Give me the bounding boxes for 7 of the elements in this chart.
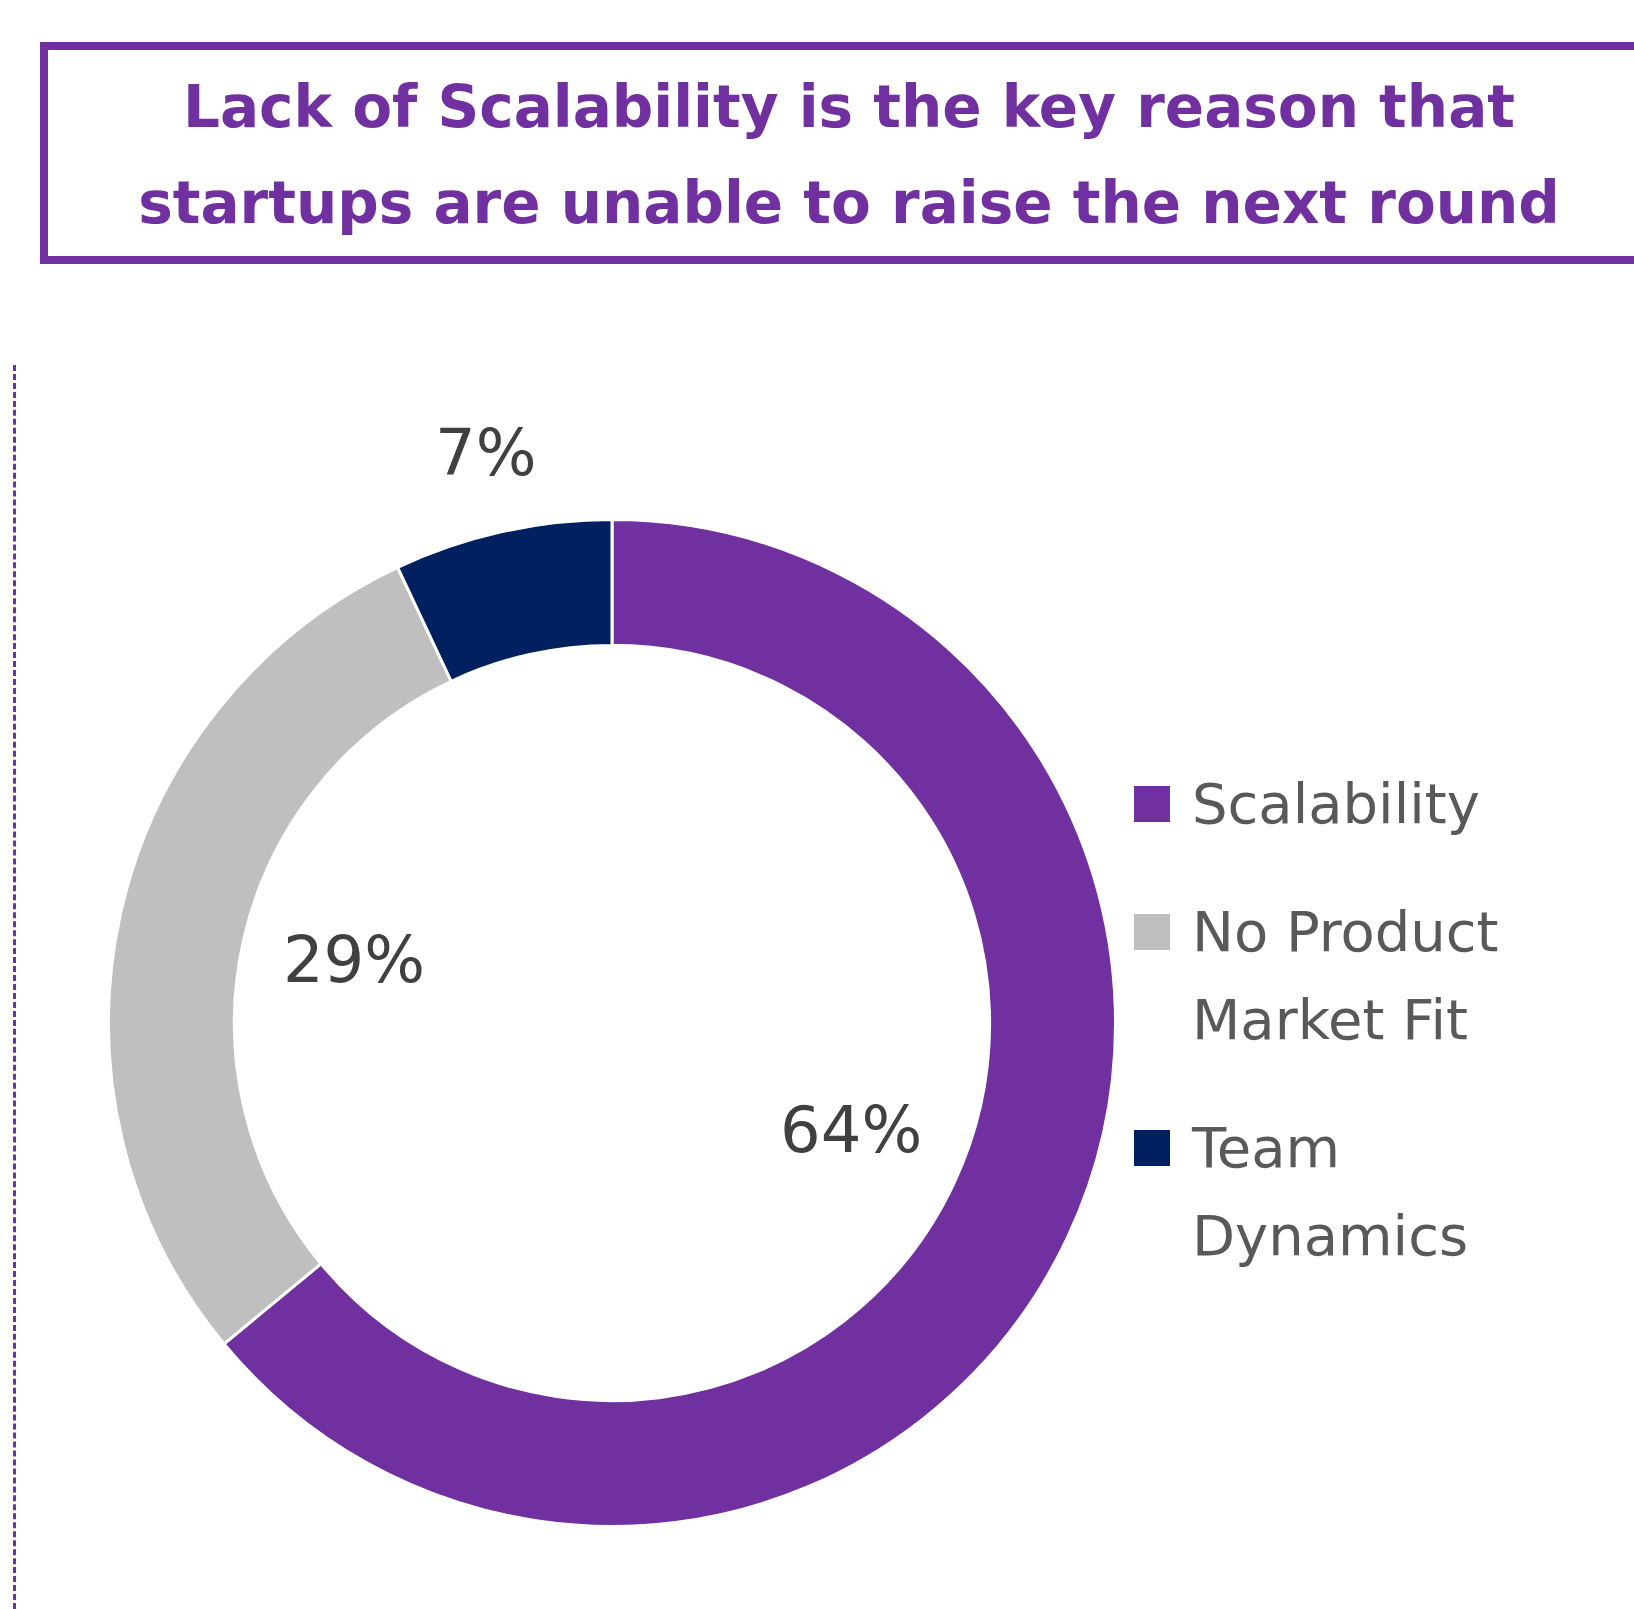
data-label: 64% bbox=[780, 1093, 923, 1168]
legend-label: Team Dynamics bbox=[1192, 1114, 1470, 1270]
data-label: 7% bbox=[435, 416, 537, 491]
legend-label: No Product Market Fit bbox=[1192, 898, 1500, 1054]
data-label: 29% bbox=[282, 922, 426, 997]
legend-label: Scalability bbox=[1192, 770, 1480, 838]
chart-title: Lack of Scalability is the key reason that startups are unable to raise the next round bbox=[137, 72, 1561, 239]
